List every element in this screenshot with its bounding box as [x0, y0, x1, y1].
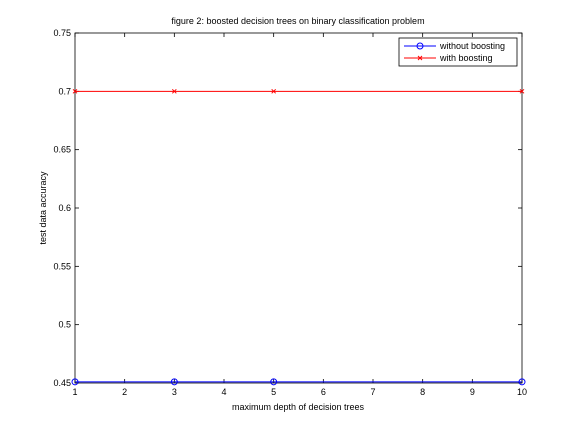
y-tick-label: 0.5 [58, 320, 71, 330]
y-tick-label: 0.75 [53, 28, 71, 38]
data-point-without-boosting [170, 378, 178, 386]
legend-marker-with-boosting [417, 55, 423, 61]
data-point-with-boosting [519, 88, 525, 94]
legend-label-with-boosting: with boosting [439, 53, 493, 63]
legend: without boosting with boosting [398, 37, 518, 67]
data-point-with-boosting [72, 88, 78, 94]
x-tick-label: 1 [72, 387, 77, 397]
data-point-without-boosting [270, 378, 278, 386]
y-tick-label: 0.45 [53, 378, 71, 388]
x-tick-label: 4 [221, 387, 226, 397]
y-tick-label: 0.6 [58, 203, 71, 213]
legend-box [398, 37, 518, 67]
x-tick-label: 7 [370, 387, 375, 397]
data-point-with-boosting [171, 88, 177, 94]
x-tick-label: 10 [517, 387, 527, 397]
x-tick-label: 5 [271, 387, 276, 397]
x-axis-ticks: 1 2 3 4 5 6 7 8 9 10 [72, 33, 527, 397]
x-tick-label: 6 [321, 387, 326, 397]
data-point-without-boosting [71, 378, 79, 386]
x-axis-label: maximum depth of decision trees [232, 402, 365, 412]
legend-marker-without-boosting [416, 42, 424, 50]
y-axis-ticks: 0.45 0.5 0.55 0.6 0.65 0.7 0.75 [53, 28, 522, 388]
y-tick-label: 0.55 [53, 261, 71, 271]
plot-area [74, 32, 523, 384]
y-tick-label: 0.7 [58, 86, 71, 96]
legend-label-without-boosting: without boosting [439, 41, 505, 51]
x-tick-label: 3 [172, 387, 177, 397]
x-tick-label: 9 [470, 387, 475, 397]
x-tick-label: 2 [122, 387, 127, 397]
data-point-without-boosting [518, 378, 526, 386]
series-layer [71, 88, 526, 386]
y-tick-label: 0.65 [53, 145, 71, 155]
data-point-with-boosting [271, 88, 277, 94]
y-axis-label: test data accuracy [38, 171, 48, 245]
x-tick-label: 8 [420, 387, 425, 397]
chart-title: figure 2: boosted decision trees on bina… [171, 16, 424, 26]
